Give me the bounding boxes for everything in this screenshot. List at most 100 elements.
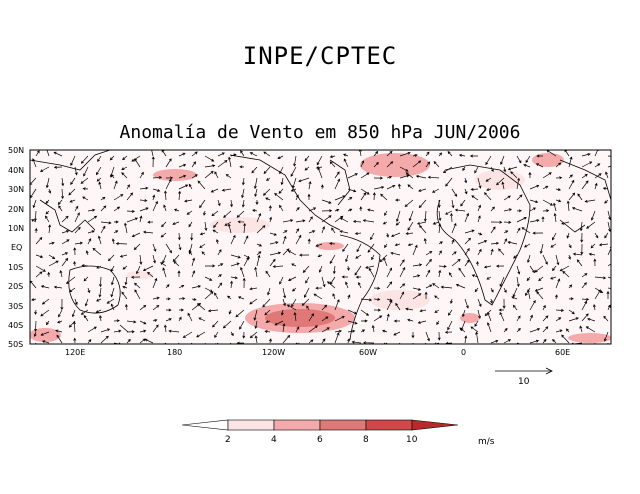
wind-vector-arrow: [581, 180, 589, 190]
wind-vector-arrow: [124, 276, 128, 286]
wind-vector-arrow: [35, 236, 43, 245]
wind-vector-arrow: [126, 209, 136, 213]
lat-label: 50S: [8, 340, 23, 349]
wind-vector-arrow: [207, 309, 219, 313]
wind-vector-arrow: [57, 320, 63, 324]
wind-vector-arrow: [341, 275, 349, 279]
wind-vector-arrow: [372, 192, 376, 201]
wind-vector-arrow: [55, 329, 63, 333]
wind-vector-arrow: [419, 309, 427, 313]
wind-vector-arrow: [395, 198, 401, 202]
wind-vector-arrow: [347, 197, 353, 201]
wind-vector-arrow: [35, 265, 46, 272]
wind-vector-arrow: [308, 207, 317, 212]
wind-vector-arrow: [470, 187, 479, 191]
wind-vector-arrow: [332, 293, 336, 300]
wind-vector-arrow: [139, 320, 147, 325]
wind-vector-arrow: [204, 164, 216, 168]
wind-vector-arrow: [34, 227, 38, 234]
wind-vector-arrow: [255, 200, 259, 206]
wind-vector-arrow: [32, 199, 37, 209]
wind-vector-arrow: [100, 335, 109, 344]
wind-vector-arrow: [437, 331, 441, 341]
wind-vector-arrow: [212, 229, 219, 234]
wind-vector-arrow: [373, 161, 379, 168]
wind-vector-arrow: [464, 298, 469, 309]
lat-label: 30N: [8, 185, 24, 194]
wind-vector-arrow: [295, 194, 299, 201]
wind-vector-arrow: [72, 320, 76, 333]
wind-vector-arrow: [445, 177, 453, 187]
wind-vector-arrow: [161, 221, 167, 228]
wind-vector-arrow: [390, 251, 401, 256]
wind-vector-arrow: [425, 151, 430, 157]
wind-vector-arrow: [188, 249, 193, 256]
wind-vector-arrow: [61, 215, 69, 223]
wind-vector-arrow: [165, 176, 174, 180]
wind-vector-arrow: [550, 243, 557, 248]
wind-vector-arrow: [516, 194, 523, 201]
wind-vector-arrow: [334, 195, 346, 201]
wind-vector-arrow: [542, 326, 549, 333]
wind-vector-arrow: [139, 215, 143, 223]
wind-vector-arrow: [339, 217, 349, 223]
wind-vector-arrow: [529, 207, 537, 212]
wind-vector-arrow: [217, 263, 224, 267]
wind-vector-arrow: [80, 177, 89, 184]
wind-vector-arrow: [568, 254, 572, 260]
wind-vector-arrow: [61, 257, 69, 267]
wind-vector-arrow: [329, 254, 336, 265]
wind-vector-arrow: [191, 302, 202, 311]
wind-vector-arrow: [96, 166, 102, 176]
wind-vector-arrow: [516, 209, 522, 213]
wind-vector-arrow: [347, 173, 358, 179]
wind-vector-arrow: [239, 165, 245, 169]
wind-vector-arrow: [343, 153, 349, 157]
wind-vector-arrow: [444, 330, 453, 334]
wind-vector-arrow: [367, 243, 375, 253]
wind-vector-arrow: [477, 240, 488, 245]
wind-vector-arrow: [381, 329, 388, 333]
wind-vector-arrow: [447, 309, 453, 316]
wind-vector-arrow: [256, 225, 266, 234]
wind-vector-arrow: [279, 276, 284, 285]
colorbar-segment-4-6: [273, 419, 321, 431]
lon-label: 120W: [262, 348, 285, 357]
wind-vector-arrow: [458, 153, 466, 157]
wind-vector-arrow: [320, 184, 324, 190]
wind-vector-arrow: [287, 250, 297, 256]
wind-vector-arrow: [464, 237, 471, 245]
wind-vector-arrow: [115, 242, 128, 246]
wind-vector-arrow: [476, 260, 480, 267]
wind-vector-arrow: [407, 184, 414, 190]
wind-vector-arrow: [82, 196, 89, 201]
wind-vector-arrow: [566, 200, 570, 212]
colorbar-label: 4: [271, 435, 277, 445]
wind-vector-arrow: [471, 195, 479, 201]
wind-vector-arrow: [592, 303, 596, 311]
wind-vector-arrow: [347, 320, 358, 325]
wind-vector-arrow: [254, 188, 258, 198]
wind-vector-arrow: [34, 309, 38, 315]
wind-vector-arrow: [343, 158, 349, 168]
wind-vector-arrow: [412, 153, 418, 157]
wind-vector-arrow: [397, 183, 401, 190]
wind-vector-arrow: [252, 209, 258, 212]
colorbar-segment-2-4: [227, 419, 275, 431]
wind-vector-arrow: [178, 190, 182, 201]
wind-vector-arrow: [568, 317, 579, 322]
wind-vector-arrow: [460, 199, 466, 207]
wind-vector-arrow: [269, 251, 282, 256]
wind-vector-arrow: [386, 150, 393, 157]
wind-vector-arrow: [516, 315, 521, 322]
wind-vector-arrow: [295, 228, 300, 234]
wind-vector-arrow: [204, 291, 214, 300]
wind-vector-arrow: [222, 320, 232, 329]
wind-vector-arrow: [204, 155, 215, 162]
lat-label: 40N: [8, 166, 24, 175]
wind-vector-arrow: [418, 188, 427, 193]
wind-vector-arrow: [373, 286, 381, 290]
wind-vector-arrow: [42, 340, 50, 344]
wind-vector-arrow: [295, 326, 300, 333]
wind-vector-arrow: [594, 182, 598, 190]
